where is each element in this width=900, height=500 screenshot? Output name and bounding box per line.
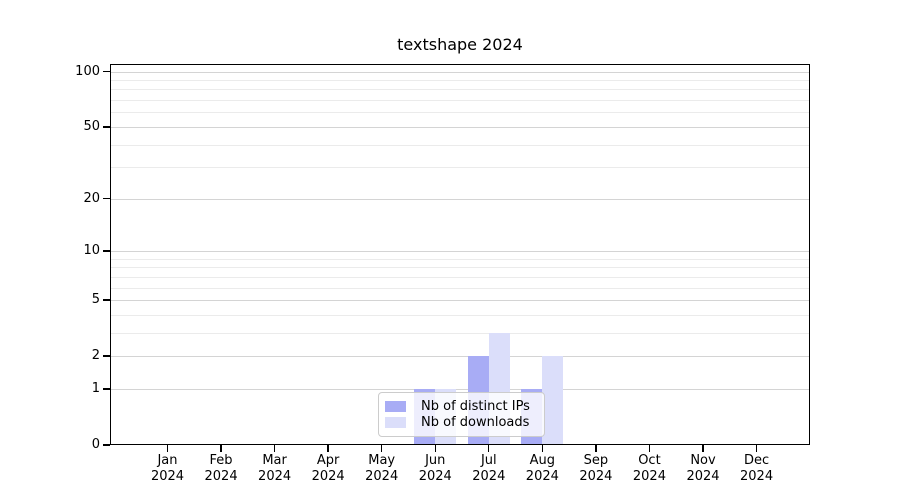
x-tick-mark (541, 445, 544, 452)
y-gridline-major (110, 300, 810, 302)
y-tick-mark (103, 355, 110, 357)
y-gridline-minor (110, 276, 810, 278)
y-gridline-minor (110, 80, 810, 82)
y-tick-mark (103, 70, 110, 73)
y-tick-mark (103, 250, 110, 252)
legend-swatch-distinct-ips (385, 400, 406, 412)
y-tick-label: 1 (91, 380, 100, 396)
y-gridline-major (110, 388, 810, 390)
x-tick-label: Oct 2024 (632, 453, 666, 484)
x-tick-mark (755, 445, 758, 452)
chart-title: textshape 2024 (397, 35, 523, 54)
legend: Nb of distinct IPs Nb of downloads (378, 392, 545, 437)
y-tick-label: 20 (83, 190, 100, 206)
legend-label-downloads: Nb of downloads (421, 415, 530, 431)
y-gridline-minor (110, 314, 810, 316)
x-tick-mark (166, 445, 169, 452)
legend-item: Nb of distinct IPs (385, 398, 536, 415)
x-tick-label: May 2024 (365, 453, 399, 484)
y-tick-mark (103, 126, 110, 128)
legend-label-distinct-ips: Nb of distinct IPs (421, 398, 530, 414)
x-tick-label: Mar 2024 (258, 453, 292, 484)
legend-swatch-downloads (385, 417, 406, 429)
y-tick-label: 0 (91, 437, 100, 452)
plot-area: Nb of distinct IPs Nb of downloads 0 1 2 5 1… (75, 64, 810, 484)
x-tick-label: Apr 2024 (311, 453, 345, 484)
x-tick-mark (488, 445, 490, 452)
y-tick-mark (103, 197, 110, 200)
y-gridline-minor (110, 258, 810, 260)
y-tick-mark (103, 299, 110, 301)
x-tick-label: Sep 2024 (579, 453, 613, 484)
bar-downloads (542, 356, 564, 445)
y-gridline-major (110, 251, 810, 252)
y-tick-label: 2 (91, 348, 100, 364)
y-tick-label: 50 (83, 118, 100, 134)
y-tick-label: 100 (75, 63, 100, 79)
x-tick-mark (273, 445, 276, 452)
y-tick-mark (103, 388, 110, 390)
x-tick-label: Dec 2024 (740, 453, 774, 484)
y-tick-label: 5 (91, 292, 100, 308)
x-tick-label: Nov 2024 (686, 453, 720, 484)
x-tick-label: Feb 2024 (204, 453, 238, 484)
y-gridline-minor (110, 144, 810, 146)
y-gridline-minor (110, 100, 810, 102)
x-tick-mark (434, 445, 436, 452)
x-tick-mark (702, 445, 704, 452)
x-tick-mark (648, 445, 651, 452)
y-gridline-minor (110, 112, 810, 114)
y-gridline-major (110, 126, 810, 128)
y-gridline-minor (110, 287, 810, 289)
y-gridline-major (110, 198, 810, 200)
x-tick-label: Jan 2024 (150, 453, 185, 484)
y-gridline-major (110, 356, 810, 358)
y-gridline-minor (110, 167, 810, 169)
x-tick-label: Jul 2024 (472, 453, 506, 484)
x-tick-mark (327, 445, 329, 452)
x-tick-label: Aug 2024 (525, 453, 559, 484)
y-tick-label: 10 (83, 243, 100, 258)
y-gridline-major (110, 71, 810, 73)
x-tick-label: Jun 2024 (418, 453, 452, 484)
y-gridline-minor (110, 332, 810, 334)
x-tick-mark (220, 445, 222, 452)
y-gridline-minor (110, 267, 810, 269)
y-tick-mark (103, 444, 110, 446)
y-gridline-minor (110, 89, 810, 91)
x-tick-mark (381, 445, 383, 452)
legend-item: Nb of downloads (385, 415, 536, 432)
x-tick-mark (595, 445, 597, 452)
